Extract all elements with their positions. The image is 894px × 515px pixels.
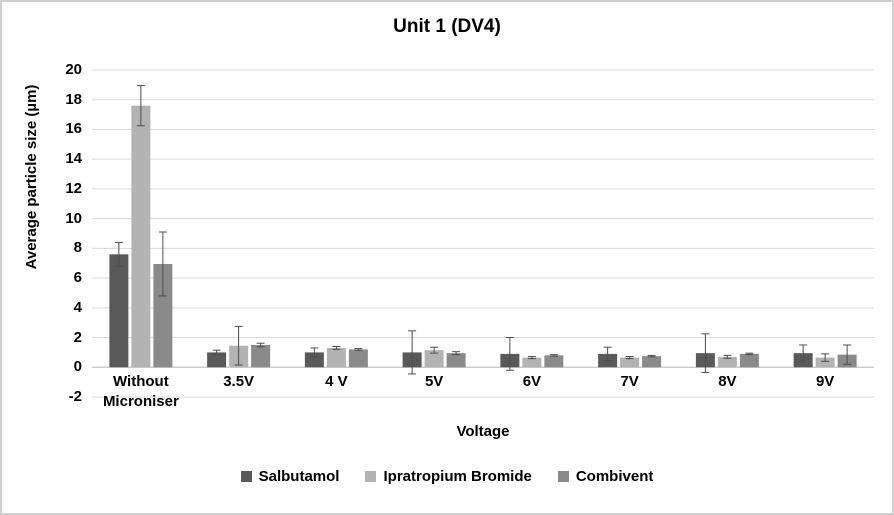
x-axis-title: Voltage: [456, 423, 510, 440]
bar-ipratropium-bromide: [131, 105, 151, 368]
y-tick-label: -2: [68, 388, 82, 405]
bar-combivent: [251, 344, 271, 368]
y-tick-label: 4: [73, 298, 82, 316]
y-tick-label: 2: [73, 328, 82, 346]
legend-swatch-salbutamol: [240, 471, 252, 482]
y-tick-label: 10: [65, 209, 82, 227]
plot-area: [92, 69, 874, 398]
y-tick-label: 8: [73, 239, 82, 257]
x-category-label: 3.5V: [223, 373, 255, 390]
bar-combivent: [153, 263, 173, 368]
bar-salbutamol: [207, 352, 227, 368]
bar-ipratropium-bromide: [522, 357, 542, 368]
bar-combivent: [446, 353, 466, 368]
y-axis-title: Average particle size (µm): [23, 84, 40, 270]
x-category-label: 7V: [620, 373, 639, 390]
x-category-label: 6V: [522, 373, 542, 390]
legend-swatch-ipratropium-bromide: [365, 471, 377, 482]
legend: Salbutamol Ipratropium Bromide Combivent: [2, 468, 892, 485]
legend-swatch-combivent: [557, 471, 569, 482]
bar-ipratropium-bromide: [717, 356, 737, 368]
bar-combivent: [544, 355, 564, 368]
bar-ipratropium-bromide: [424, 350, 444, 368]
chart-title: Unit 1 (DV4): [393, 16, 501, 37]
bar-ipratropium-bromide: [620, 357, 640, 368]
legend-item-salbutamol: Salbutamol: [240, 468, 340, 485]
legend-label: Combivent: [575, 468, 654, 485]
bar-salbutamol: [109, 254, 129, 368]
bar-combivent: [348, 349, 368, 368]
x-category-label: 8V: [718, 373, 737, 390]
bar-ipratropium-bromide: [326, 347, 346, 368]
y-tick-label: 18: [65, 90, 82, 108]
legend-label: Salbutamol: [258, 468, 340, 485]
y-tick-label: 20: [65, 61, 82, 78]
legend-item-combivent: Combivent: [557, 468, 654, 485]
x-category-label: 9V: [815, 373, 835, 390]
y-tick-label: 14: [65, 150, 82, 168]
bar-salbutamol: [304, 352, 324, 368]
y-tick-label: 0: [73, 358, 82, 376]
bar-combivent: [642, 356, 662, 368]
legend-item-ipratropium-bromide: Ipratropium Bromide: [365, 468, 532, 485]
x-category-label: 5V: [424, 373, 444, 390]
bar-combivent: [739, 353, 759, 368]
y-tick-label: 12: [65, 179, 82, 197]
legend-label: Ipratropium Bromide: [383, 468, 532, 485]
y-tick-label: 6: [73, 269, 82, 287]
bar-ipratropium-bromide: [815, 357, 835, 368]
x-category-label: Without Microniser: [102, 373, 179, 410]
x-category-label: 4 V: [325, 373, 348, 390]
y-tick-label: 16: [65, 120, 82, 138]
